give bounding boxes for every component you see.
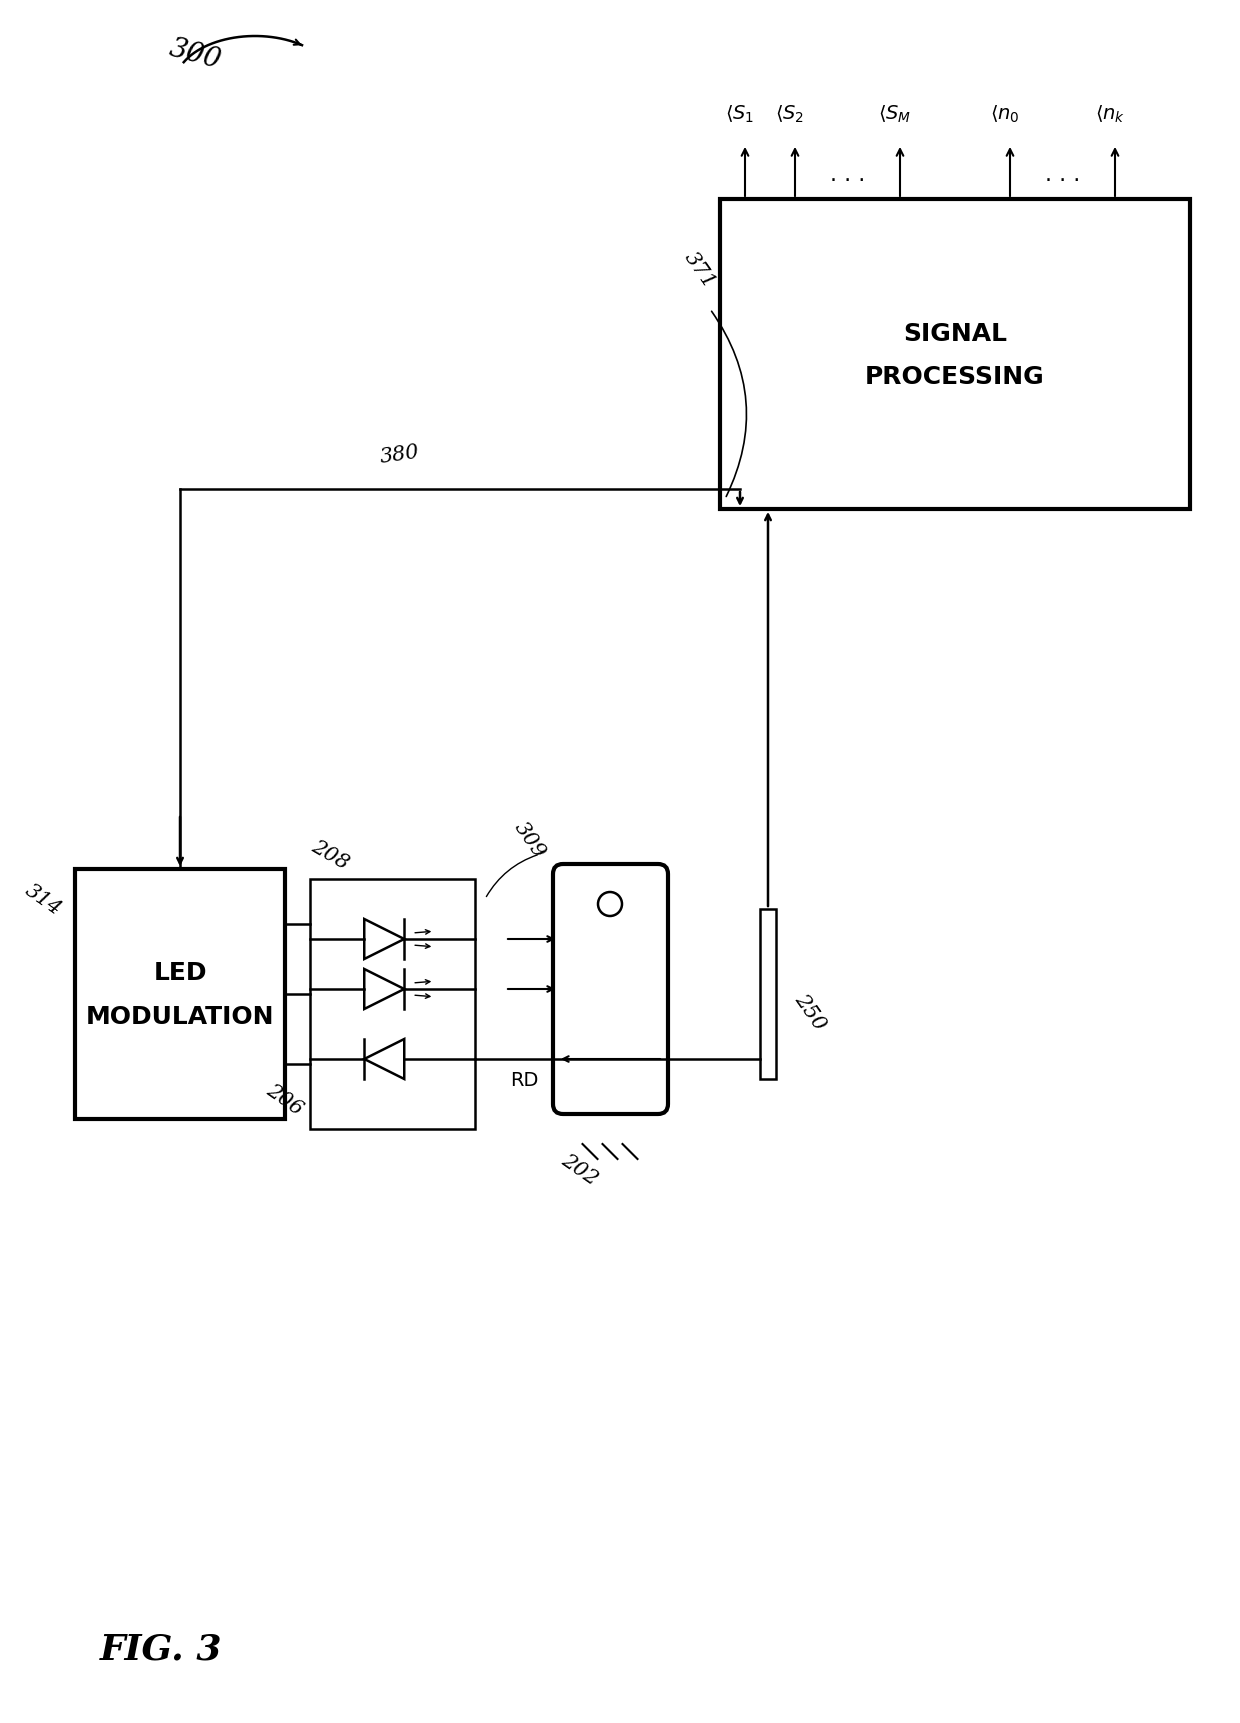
Text: FIG. 3: FIG. 3 [100, 1632, 222, 1666]
Text: SIGNAL
PROCESSING: SIGNAL PROCESSING [866, 320, 1045, 388]
Text: $\mathit{\langle S_M}$: $\mathit{\langle S_M}$ [878, 103, 911, 126]
Text: $\mathit{\langle n_0}$: $\mathit{\langle n_0}$ [991, 103, 1019, 126]
Text: 208: 208 [308, 836, 352, 872]
Text: 371: 371 [680, 248, 718, 291]
Text: $\mathit{\langle S_1}$: $\mathit{\langle S_1}$ [725, 103, 755, 126]
Text: 250: 250 [791, 989, 830, 1034]
Bar [720, 200, 1190, 510]
Text: . . .: . . . [1045, 165, 1080, 184]
Text: $\mathit{\langle n_k}$: $\mathit{\langle n_k}$ [1095, 103, 1125, 126]
Text: 202: 202 [558, 1151, 601, 1189]
Text: 314: 314 [21, 880, 64, 918]
Text: LED
MODULATION: LED MODULATION [86, 961, 274, 1029]
Bar [310, 879, 475, 1129]
Text: RD: RD [510, 1070, 538, 1089]
Circle shape [598, 893, 622, 917]
Text: 300: 300 [166, 34, 224, 74]
Text: $\mathit{\langle S_2}$: $\mathit{\langle S_2}$ [775, 103, 805, 126]
Text: . . .: . . . [830, 165, 866, 184]
Bar [760, 910, 776, 1079]
Bar [74, 870, 285, 1120]
FancyBboxPatch shape [553, 865, 668, 1115]
Text: 380: 380 [379, 443, 422, 467]
Text: 309: 309 [511, 818, 549, 862]
Text: 206: 206 [263, 1080, 306, 1118]
